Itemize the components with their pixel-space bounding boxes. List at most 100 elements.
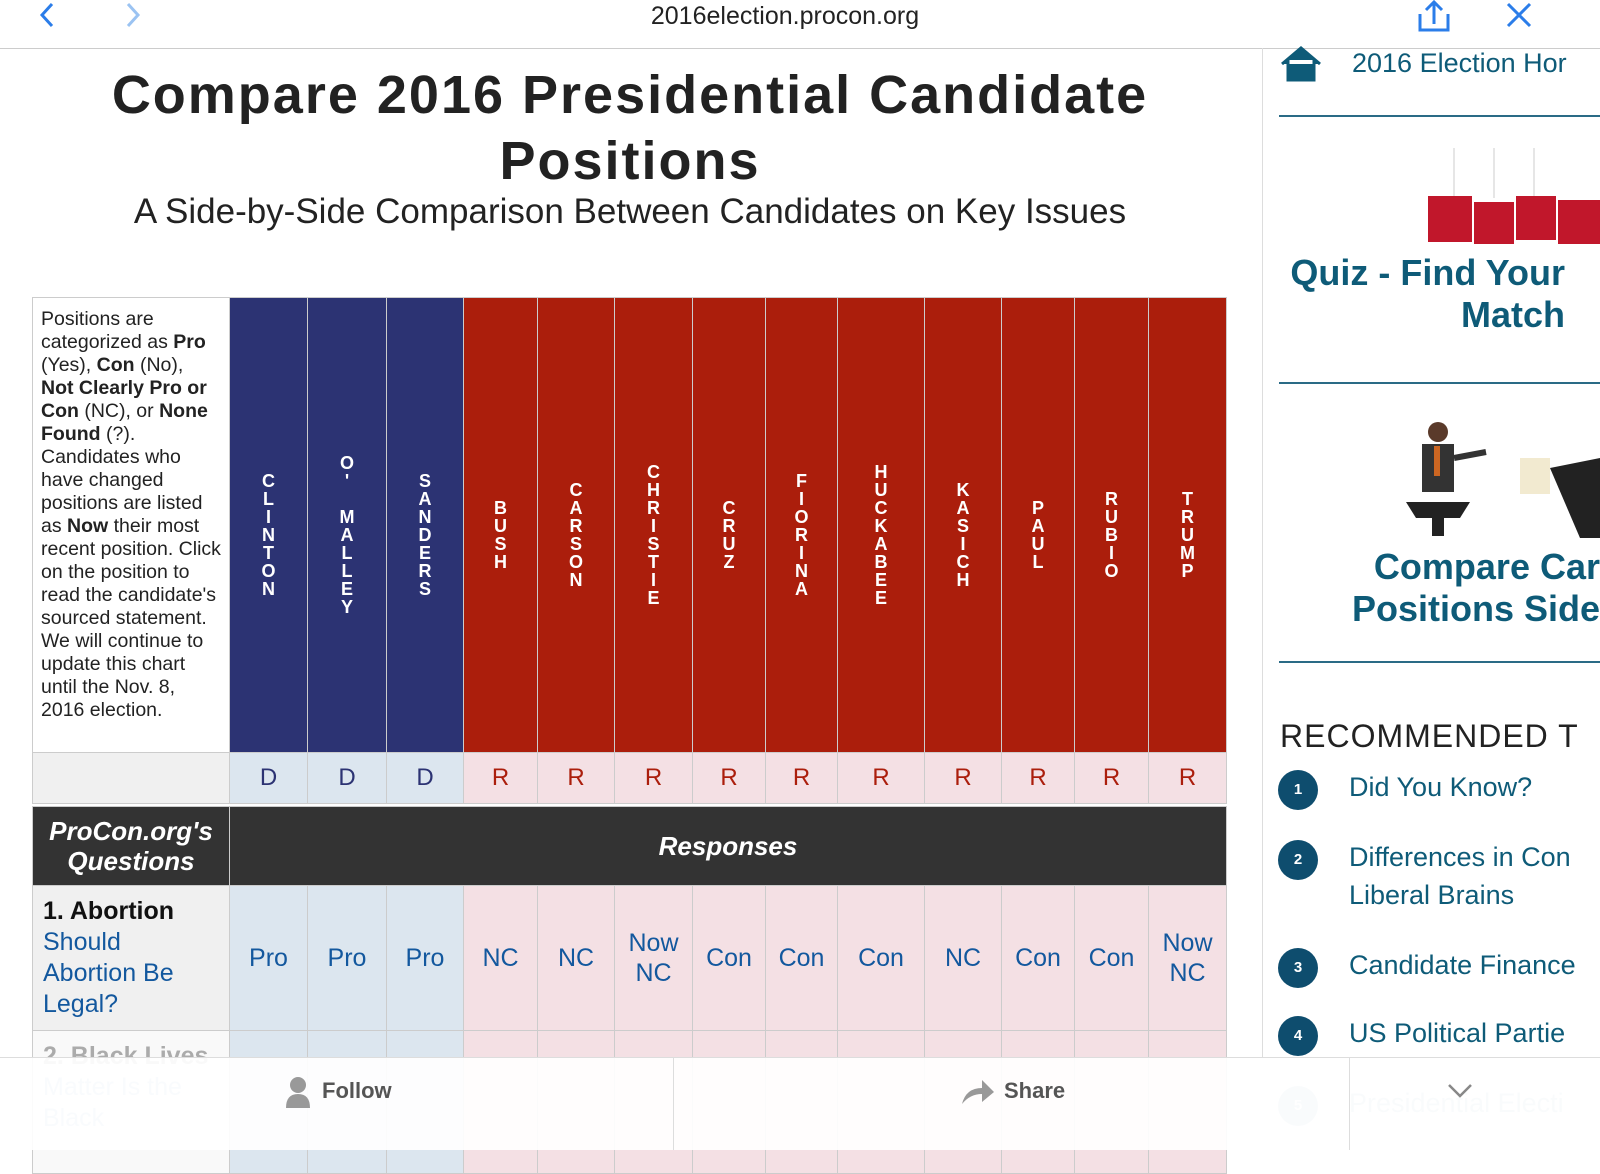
follow-icon[interactable] — [284, 1076, 312, 1108]
url[interactable]: 2016election.procon.org — [650, 2, 920, 30]
candidate-name[interactable]: O' MALLEY — [337, 453, 357, 615]
item-link[interactable]: Candidate Finance — [1349, 950, 1576, 980]
page-title: Compare 2016 Presidential Candidate Posi… — [111, 65, 1149, 191]
response[interactable]: NC — [482, 944, 519, 972]
quiz-link[interactable]: Quiz - Find Your Match — [1290, 252, 1565, 335]
compare-link[interactable]: Compare Car Positions Side — [1351, 546, 1600, 629]
candidate-name[interactable]: HUCKABEE — [871, 462, 891, 606]
candidate-cell: O' MALLEY — [307, 297, 387, 753]
response-cell: NC — [537, 885, 615, 1031]
item-number: 2 — [1278, 840, 1318, 880]
party-label: R — [837, 752, 925, 804]
name-row: Positions are categorized as Pro (Yes), … — [32, 297, 1227, 753]
question-text[interactable]: Should Abortion Be Legal? — [43, 928, 174, 1018]
candidate-cell: BUSH — [463, 297, 538, 753]
party-label: R — [924, 752, 1002, 804]
questions-header: ProCon.org's Questions — [32, 806, 230, 886]
response-cell: NC — [924, 885, 1002, 1031]
nav-arrows[interactable] — [30, 0, 160, 30]
response-cell: Con — [1074, 885, 1149, 1031]
response-cell: Con — [1001, 885, 1075, 1031]
quiz-image[interactable] — [1428, 148, 1600, 248]
response[interactable]: Pro — [249, 944, 288, 972]
candidate-cell: FIORINA — [765, 297, 838, 753]
response-cell: NC — [463, 885, 538, 1031]
response[interactable]: Con — [706, 944, 752, 972]
response[interactable]: Con — [858, 944, 904, 972]
item-link[interactable]: Did You Know? — [1349, 772, 1533, 802]
candidate-name[interactable]: KASICH — [953, 480, 973, 588]
candidate-cell: CHRISTIE — [614, 297, 693, 753]
rule — [1279, 382, 1600, 384]
candidate-cell: RUBIO — [1074, 297, 1149, 753]
question-cell: 1. Abortion Should Abortion Be Legal? — [32, 885, 230, 1031]
item-number: 1 — [1278, 770, 1318, 810]
intro-segment: Pro — [173, 331, 206, 353]
party-label: D — [307, 752, 387, 804]
party-label: D — [229, 752, 308, 804]
intro-segment: their most recent position. Click on the… — [41, 515, 221, 721]
party-label: R — [765, 752, 838, 804]
share-button[interactable]: Share — [1004, 1078, 1066, 1103]
response-cell: Con — [765, 885, 838, 1031]
browser-bar: 2016election.procon.org — [0, 0, 1600, 49]
candidate-name[interactable]: RUBIO — [1101, 489, 1122, 579]
bottom-bar: Follow Share — [0, 1057, 1600, 1150]
subtitle: A Side-by-Side Comparison Between Candid… — [133, 192, 1127, 231]
candidate-cell: TRUMP — [1148, 297, 1227, 753]
intro-segment: (NC), or — [78, 400, 160, 422]
question-topic: 1. Abortion — [43, 897, 175, 925]
candidate-name[interactable]: CARSON — [566, 480, 586, 588]
share-close[interactable] — [1412, 0, 1542, 34]
response-cell: Pro — [229, 885, 308, 1031]
recommended-heading: RECOMMENDED T — [1280, 718, 1579, 754]
expand-icon[interactable] — [1446, 1082, 1474, 1100]
candidate-name[interactable]: CHRISTIE — [643, 462, 664, 606]
item-link[interactable]: US Political Partie — [1349, 1018, 1566, 1048]
candidate-name[interactable]: FIORINA — [791, 471, 812, 597]
separator — [1349, 1058, 1350, 1150]
candidate-name[interactable]: CRUZ — [719, 498, 739, 570]
rule — [1279, 661, 1600, 663]
response-cell: Now NC — [1148, 885, 1227, 1031]
response[interactable]: Now NC — [1162, 929, 1213, 987]
response[interactable]: Now NC — [628, 929, 679, 987]
home-link[interactable]: 2016 Election Hor — [1352, 48, 1567, 78]
intro-segment: Not Clearly Pro or Con — [41, 377, 207, 422]
share-icon[interactable] — [960, 1076, 996, 1106]
response-cell: Pro — [307, 885, 387, 1031]
response[interactable]: NC — [557, 944, 595, 972]
candidate-cell: CRUZ — [692, 297, 766, 753]
divider — [1262, 48, 1263, 1058]
response[interactable]: Pro — [405, 944, 445, 972]
response-cell: Con — [692, 885, 766, 1031]
party-label: R — [614, 752, 693, 804]
response[interactable]: Pro — [327, 944, 367, 972]
response-cell: Con — [837, 885, 925, 1031]
candidate-name[interactable]: TRUMP — [1177, 489, 1198, 579]
intro-segment: Con — [96, 354, 135, 376]
candidate-name[interactable]: BUSH — [490, 498, 511, 570]
response[interactable]: Con — [1088, 944, 1135, 972]
candidate-cell: KASICH — [924, 297, 1002, 753]
responses-header: Responses — [229, 806, 1227, 886]
party-label: R — [537, 752, 615, 804]
item-link[interactable]: Differences in Con Liberal Brains — [1349, 842, 1571, 910]
intro-segment: (Yes), — [41, 354, 97, 376]
response[interactable]: Con — [1015, 944, 1061, 972]
candidate-name[interactable]: PAUL — [1028, 498, 1048, 570]
response[interactable]: Con — [778, 944, 825, 972]
home-icon[interactable] — [1278, 46, 1324, 82]
candidate-cell: CLINTON — [229, 297, 308, 753]
response[interactable]: NC — [944, 944, 982, 972]
item-number: 4 — [1278, 1016, 1318, 1056]
candidate-name[interactable]: CLINTON — [258, 471, 279, 597]
candidate-name[interactable]: SANDERS — [415, 471, 435, 597]
response-cell: Pro — [386, 885, 464, 1031]
follow-button[interactable]: Follow — [322, 1078, 392, 1103]
party-label: R — [463, 752, 538, 804]
candidate-cell: HUCKABEE — [837, 297, 925, 753]
intro-segment: Positions are categorized as — [41, 308, 174, 353]
compare-image[interactable] — [1400, 418, 1600, 540]
